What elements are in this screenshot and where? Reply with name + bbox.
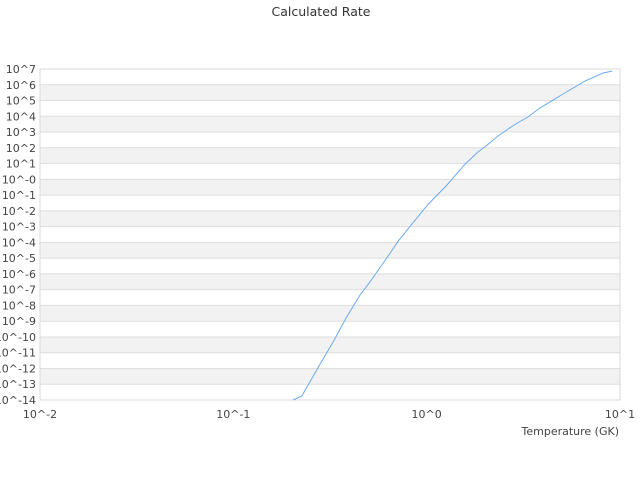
y-axis: 10^-14 10^-13 10^-12 10^-11 10^-10 10^-9 10^-8… — [0, 63, 36, 407]
grid-band — [40, 305, 620, 322]
y-tick-label: 10^-0 — [2, 173, 36, 186]
y-tick-label: 10^-10 — [0, 331, 36, 344]
grid-bands — [40, 84, 620, 385]
y-tick-label: 10^3 — [6, 126, 36, 139]
grid-band — [40, 336, 620, 353]
grid-band — [40, 242, 620, 259]
y-tick-label: 10^-4 — [2, 236, 36, 249]
y-tick-label: 10^-3 — [2, 221, 36, 234]
x-tick-label: 10^1 — [605, 408, 635, 421]
y-tick-label: 10^-9 — [2, 315, 36, 328]
y-tick-label: 10^-6 — [2, 268, 36, 281]
y-tick-label: 10^-13 — [0, 378, 36, 391]
grid-band — [40, 147, 620, 164]
grid-band — [40, 210, 620, 227]
x-axis: 10^-2 10^-1 10^0 10^1 — [23, 408, 635, 421]
grid-band — [40, 368, 620, 385]
x-tick-label: 10^0 — [412, 408, 442, 421]
y-tick-label: 10^-7 — [2, 284, 36, 297]
y-tick-label: 10^7 — [6, 63, 36, 76]
y-tick-label: 10^-12 — [0, 362, 36, 375]
y-tick-label: 10^-2 — [2, 205, 36, 218]
x-axis-label: Temperature (GK) — [521, 425, 620, 438]
y-tick-label: 10^1 — [6, 158, 36, 171]
x-tick-label: 10^-2 — [23, 408, 57, 421]
y-tick-label: 10^-8 — [2, 299, 36, 312]
chart-title: Calculated Rate — [272, 4, 371, 19]
y-tick-label: 10^-1 — [2, 189, 36, 202]
y-tick-label: 10^-11 — [0, 347, 36, 360]
grid-band — [40, 179, 620, 196]
grid-band — [40, 84, 620, 101]
y-tick-label: 10^-5 — [2, 252, 36, 265]
plot-frame — [39, 68, 621, 401]
y-tick-label: 10^4 — [6, 110, 36, 123]
y-tick-label: 10^2 — [6, 142, 36, 155]
y-tick-label: 10^5 — [6, 95, 36, 108]
x-tick-label: 10^-1 — [216, 408, 250, 421]
y-tick-label: 10^-14 — [0, 394, 36, 407]
series-line — [292, 70, 613, 401]
grid-band — [40, 116, 620, 133]
y-tick-label: 10^6 — [6, 79, 36, 92]
grid-band — [40, 273, 620, 290]
